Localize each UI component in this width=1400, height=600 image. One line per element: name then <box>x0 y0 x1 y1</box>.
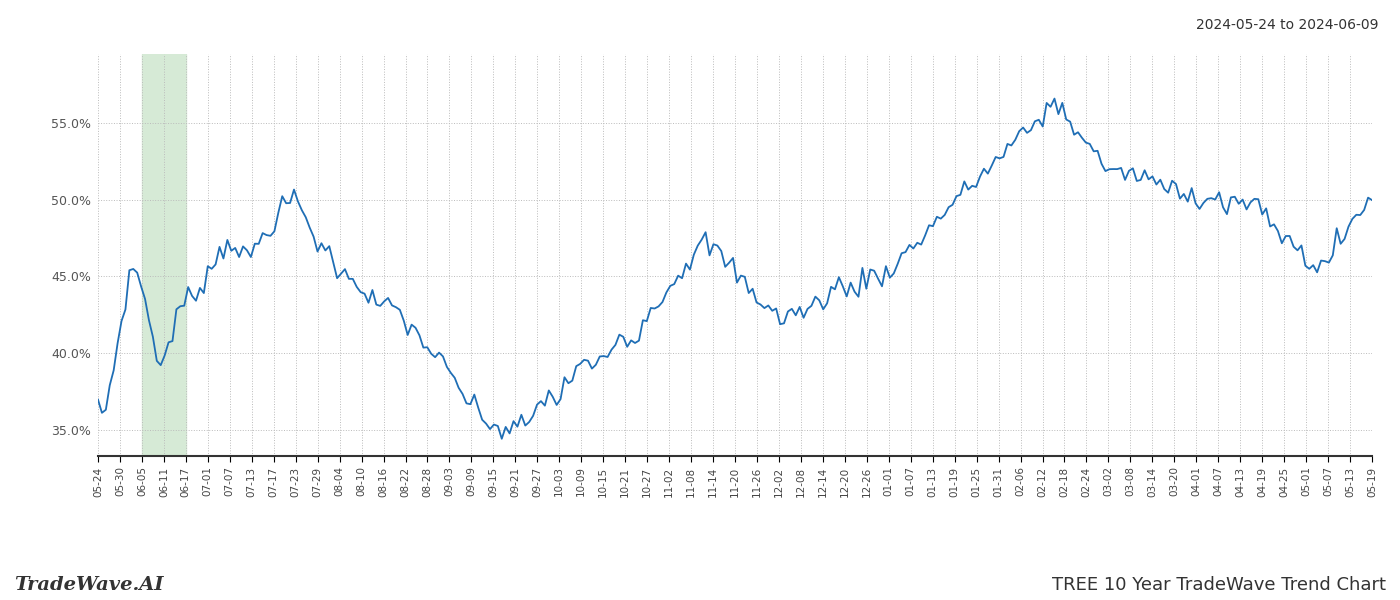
Text: TradeWave.AI: TradeWave.AI <box>14 576 164 594</box>
Text: 2024-05-24 to 2024-06-09: 2024-05-24 to 2024-06-09 <box>1197 18 1379 32</box>
Bar <box>141 54 186 456</box>
Text: TREE 10 Year TradeWave Trend Chart: TREE 10 Year TradeWave Trend Chart <box>1051 576 1386 594</box>
